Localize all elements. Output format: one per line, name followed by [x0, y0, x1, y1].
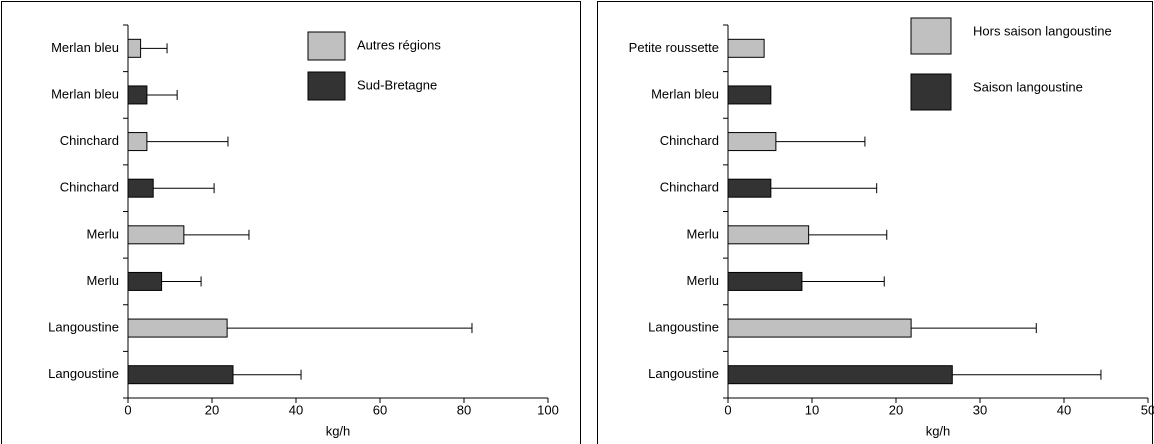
x-tick-label: 20	[889, 402, 903, 417]
bar	[127, 318, 228, 338]
bar	[727, 365, 953, 385]
y-tick-label: Merlan bleu	[651, 86, 719, 101]
x-tick-label: 80	[457, 402, 471, 417]
panel-frame	[1, 1, 581, 444]
y-tick-label: Petite roussette	[629, 40, 719, 55]
y-tick-label: Langoustine	[48, 320, 119, 335]
y-tick-label: Langoustine	[648, 320, 719, 335]
bar	[127, 132, 148, 152]
x-tick-label: 0	[124, 402, 131, 417]
y-tick-label: Merlan bleu	[51, 86, 119, 101]
y-tick-label: Merlu	[86, 273, 119, 288]
x-tick-label: 60	[373, 402, 387, 417]
x-tick-label: 10	[805, 402, 819, 417]
legend-label: Saison langoustine	[973, 79, 1083, 94]
legend-swatch	[307, 31, 346, 61]
bar	[727, 318, 912, 338]
x-tick-label: 40	[1057, 402, 1071, 417]
x-tick-label: 50	[1141, 402, 1154, 417]
x-axis-label: kg/h	[326, 423, 351, 438]
bar	[127, 178, 154, 198]
legend-label: Hors saison langoustine	[973, 23, 1112, 38]
y-tick-label: Langoustine	[48, 366, 119, 381]
bar	[127, 271, 163, 291]
bar	[727, 178, 772, 198]
y-tick-label: Chinchard	[660, 133, 719, 148]
legend-label: Sud-Bretagne	[357, 77, 437, 92]
x-tick-label: 0	[724, 402, 731, 417]
x-tick-label: 30	[973, 402, 987, 417]
x-axis-label: kg/h	[926, 423, 951, 438]
bar	[727, 38, 765, 58]
legend-swatch	[910, 17, 952, 55]
x-tick-label: 20	[205, 402, 219, 417]
x-tick-label: 40	[289, 402, 303, 417]
panel-frame	[597, 1, 1153, 444]
bar	[727, 85, 772, 105]
legend-label: Autres régions	[357, 37, 441, 52]
y-tick-label: Chinchard	[60, 133, 119, 148]
bar	[727, 132, 777, 152]
x-tick-label: 100	[537, 402, 559, 417]
y-tick-label: Chinchard	[60, 180, 119, 195]
y-tick-label: Merlu	[686, 226, 719, 241]
y-tick-label: Langoustine	[648, 366, 719, 381]
bar	[727, 225, 810, 245]
bar	[127, 365, 234, 385]
legend-swatch	[910, 73, 952, 111]
y-tick-label: Merlan bleu	[51, 40, 119, 55]
y-tick-label: Merlu	[686, 273, 719, 288]
bar	[127, 38, 142, 58]
y-tick-label: Merlu	[86, 226, 119, 241]
bar	[127, 225, 185, 245]
y-tick-label: Chinchard	[660, 180, 719, 195]
bar	[727, 271, 803, 291]
bar	[127, 85, 148, 105]
legend-swatch	[307, 71, 346, 101]
